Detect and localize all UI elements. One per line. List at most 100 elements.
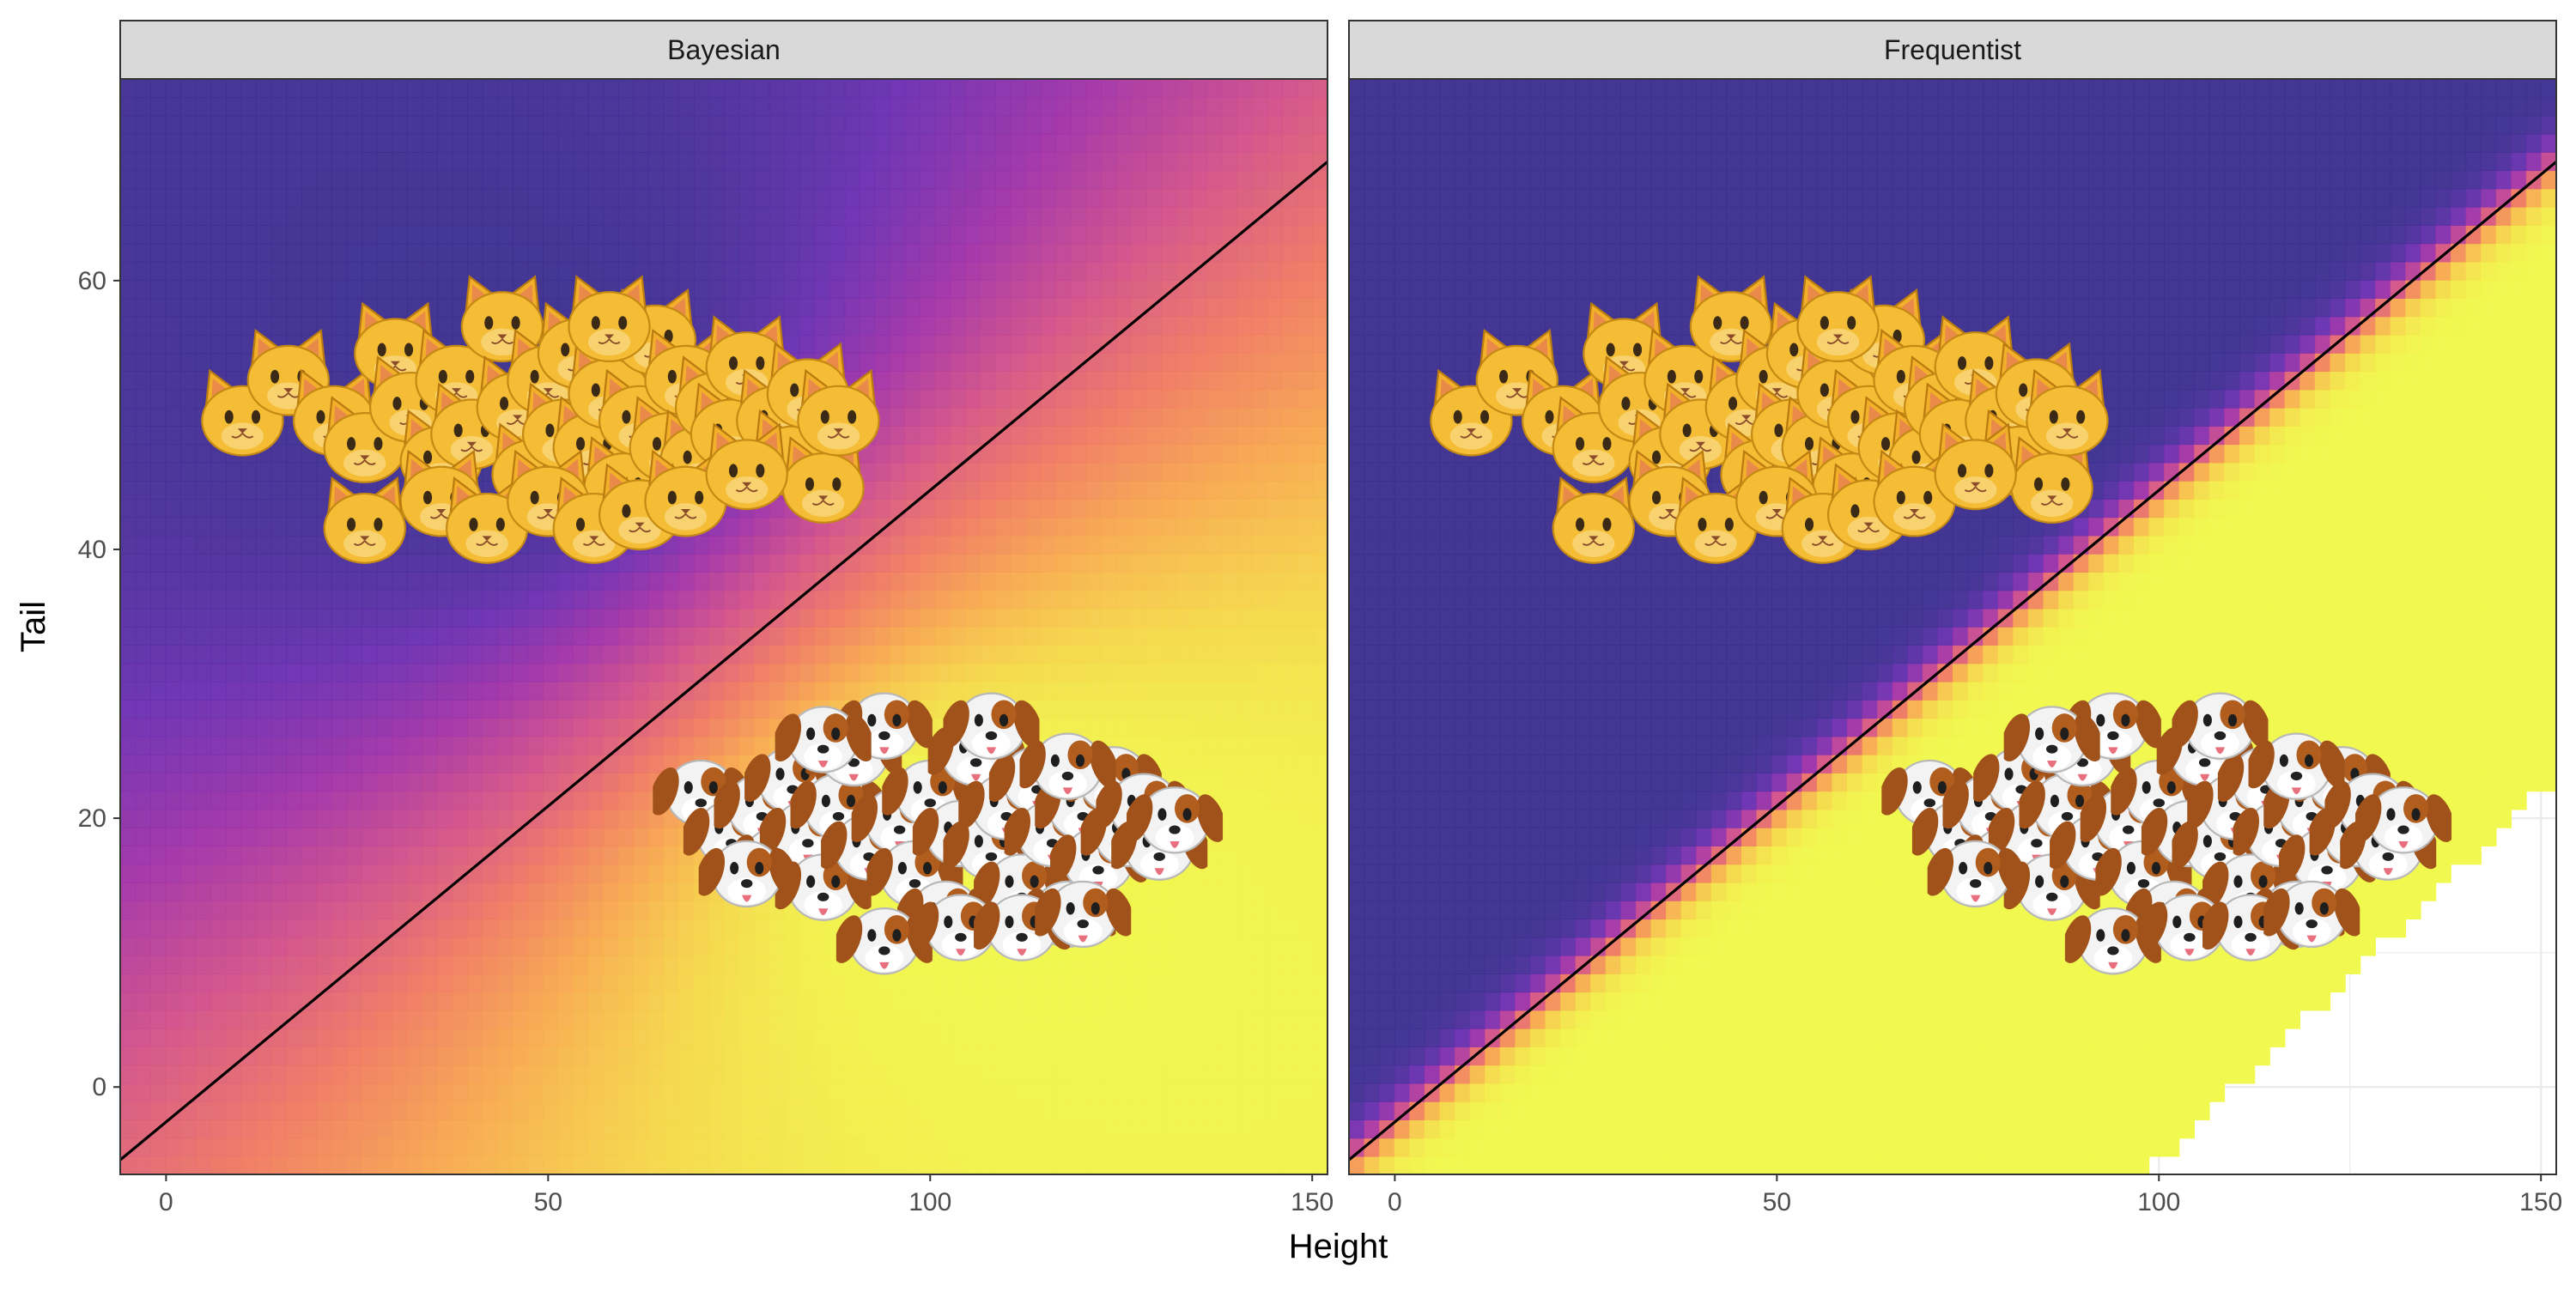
field-cell <box>241 134 257 153</box>
field-cell <box>1011 609 1026 628</box>
field-cell <box>1349 463 1364 482</box>
field-cell <box>634 554 649 573</box>
field-cell <box>1312 189 1327 208</box>
field-cell <box>1192 189 1207 208</box>
field-cell <box>437 718 453 737</box>
field-cell <box>361 97 377 116</box>
field-cell <box>799 1101 815 1120</box>
field-cell <box>513 937 528 956</box>
field-cell <box>634 225 649 244</box>
field-cell <box>467 901 483 919</box>
field-cell <box>875 316 890 335</box>
field-cell <box>1252 810 1267 828</box>
field-cell <box>648 609 664 628</box>
field-cell <box>422 243 438 262</box>
field-cell <box>739 243 755 262</box>
field-cell <box>1116 481 1132 500</box>
field-cell <box>256 864 271 883</box>
field-cell <box>1192 883 1207 901</box>
field-cell <box>1252 1101 1267 1120</box>
field-cell <box>316 718 331 737</box>
field-cell <box>1297 718 1313 737</box>
field-cell <box>331 992 347 1010</box>
field-cell <box>875 116 890 135</box>
field-cell <box>1132 1119 1147 1138</box>
field-cell <box>1011 316 1026 335</box>
field-cell <box>1026 1065 1042 1083</box>
field-cell <box>558 79 574 98</box>
field-cell <box>1041 1028 1056 1047</box>
field-cell <box>286 499 301 518</box>
field-cell <box>678 992 694 1010</box>
field-cell <box>1071 189 1086 208</box>
field-cell <box>528 1156 544 1175</box>
field-cell <box>1041 426 1056 445</box>
field-cell <box>210 316 226 335</box>
field-cell <box>120 499 136 518</box>
field-cell <box>196 481 211 500</box>
field-cell <box>241 883 257 901</box>
field-cell <box>890 1156 905 1175</box>
field-cell <box>407 1156 422 1175</box>
field-cell <box>724 919 739 937</box>
field-cell <box>1041 955 1056 974</box>
field-cell <box>784 280 799 299</box>
field-cell <box>136 718 151 737</box>
field-cell <box>196 937 211 956</box>
field-cell <box>437 554 453 573</box>
field-cell <box>769 243 785 262</box>
field-cell <box>769 170 785 189</box>
field-cell <box>588 225 604 244</box>
field-cell <box>1176 316 1192 335</box>
field-cell <box>860 627 875 646</box>
field-cell <box>196 883 211 901</box>
field-cell <box>1162 481 1177 500</box>
field-cell <box>331 152 347 171</box>
field-cell <box>708 682 724 701</box>
field-cell <box>453 919 468 937</box>
field-cell <box>664 828 679 846</box>
field-cell <box>422 682 438 701</box>
field-cell <box>483 97 498 116</box>
field-cell <box>1206 1010 1222 1029</box>
field-cell <box>150 1083 166 1102</box>
field-cell <box>150 554 166 573</box>
field-cell <box>708 152 724 171</box>
field-cell <box>1297 955 1313 974</box>
field-cell <box>1011 390 1026 409</box>
field-cell <box>1101 536 1116 555</box>
field-cell <box>1312 1065 1327 1083</box>
field-cell <box>905 444 920 463</box>
field-cell <box>1071 992 1086 1010</box>
field-cell <box>271 79 287 98</box>
field-cell <box>180 207 196 226</box>
field-cell <box>483 682 498 701</box>
field-cell <box>1297 1083 1313 1102</box>
field-cell <box>286 116 301 135</box>
field-cell <box>316 682 331 701</box>
field-cell <box>331 116 347 135</box>
field-cell <box>1312 499 1327 518</box>
field-cell <box>845 627 860 646</box>
field-cell <box>905 481 920 500</box>
field-cell <box>301 1083 317 1102</box>
field-cell <box>316 901 331 919</box>
field-cell <box>286 627 301 646</box>
field-cell <box>1132 517 1147 536</box>
field-cell <box>890 1065 905 1083</box>
field-cell <box>1252 243 1267 262</box>
field-cell <box>951 974 966 992</box>
field-cell <box>1162 609 1177 628</box>
field-cell <box>558 1083 574 1102</box>
field-cell <box>347 700 362 719</box>
field-cell <box>1071 207 1086 226</box>
field-cell <box>1282 463 1297 482</box>
field-cell <box>377 1010 392 1029</box>
field-cell <box>1162 152 1177 171</box>
field-cell <box>754 664 769 682</box>
field-cell <box>935 572 951 591</box>
field-cell <box>120 170 136 189</box>
field-cell <box>453 901 468 919</box>
field-cell <box>1237 116 1253 135</box>
field-cell <box>1252 737 1267 755</box>
